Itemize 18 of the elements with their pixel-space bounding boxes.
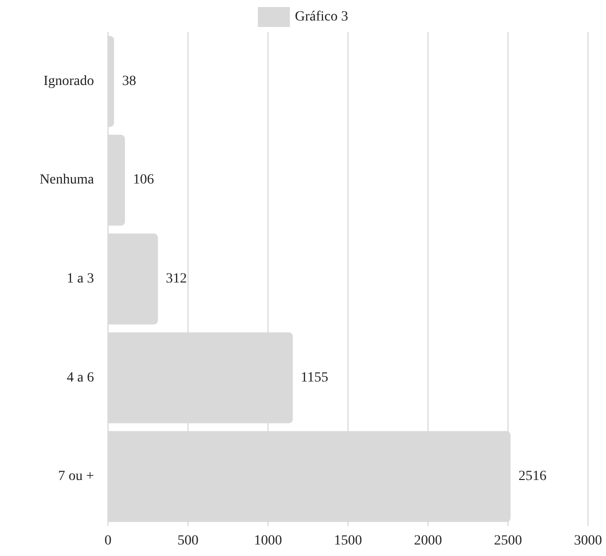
x-tick-label: 3000 <box>574 534 602 548</box>
data-label: 2516 <box>518 469 547 484</box>
data-label: 106 <box>132 172 154 188</box>
y-tick-label: Nenhuma <box>40 172 95 188</box>
y-tick-label: Ignorado <box>43 74 94 89</box>
data-label: 1155 <box>300 370 328 386</box>
y-tick-label: 7 ou + <box>58 469 94 484</box>
legend-label: Gráfico 3 <box>294 10 348 24</box>
data-label: 312 <box>166 272 187 286</box>
x-tick-label: 500 <box>178 534 198 548</box>
x-tick-label: 2000 <box>414 534 442 548</box>
x-tick-label: 1500 <box>334 534 362 548</box>
y-tick-label: 1 a 3 <box>66 272 94 286</box>
data-label: 38 <box>122 74 136 89</box>
x-tick-label: 1000 <box>254 534 282 548</box>
x-tick-label: 2500 <box>494 534 522 548</box>
y-tick-label: 4 a 6 <box>66 370 94 386</box>
x-tick-label: 0 <box>104 534 112 548</box>
